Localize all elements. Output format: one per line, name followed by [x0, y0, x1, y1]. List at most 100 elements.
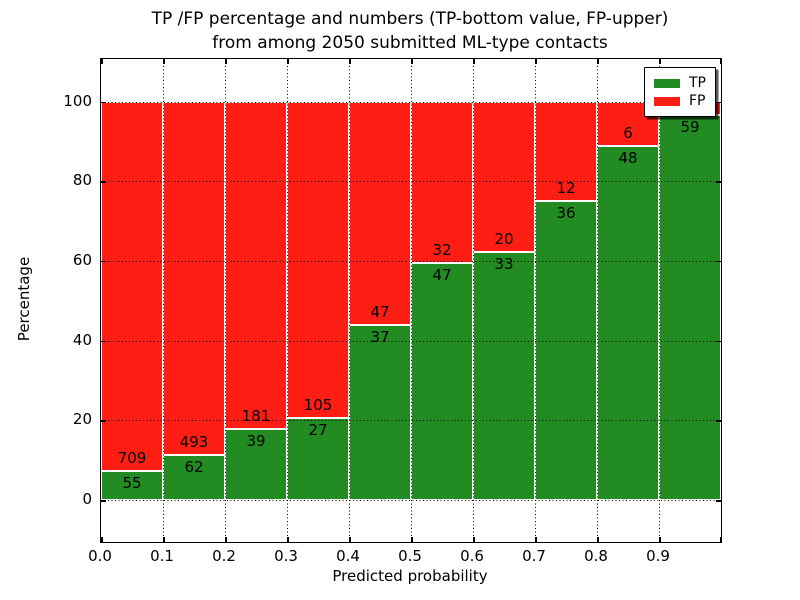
x-tick-mark-top [597, 59, 599, 64]
x-tick-mark [597, 537, 599, 542]
x-axis-label: Predicted probability [332, 567, 488, 585]
x-tick-mark-top [101, 59, 103, 64]
gridline-vertical [473, 59, 474, 542]
y-tick-mark [101, 500, 106, 502]
bar-count-label-tp: 47 [432, 265, 452, 284]
bar-count-label-tp: 55 [122, 474, 142, 493]
legend-swatch-tp-icon [654, 78, 680, 88]
y-tick-mark-right [716, 101, 721, 103]
y-tick-mark-right [716, 260, 721, 263]
gridline-vertical [349, 59, 350, 542]
bar-count-label-fp: 32 [432, 240, 452, 259]
x-tick-label: 0.6 [460, 547, 484, 565]
bar-count-label-fp: 105 [303, 396, 333, 415]
bar-count-label-tp: 48 [618, 148, 638, 167]
bar-count-label-fp: 709 [117, 449, 147, 468]
x-tick-mark [659, 537, 661, 542]
bar-count-label-fp: 12 [556, 179, 576, 198]
x-tick-mark-top [719, 59, 721, 64]
y-tick-label: 40 [72, 330, 92, 349]
x-tick-mark [473, 537, 475, 542]
y-tick-mark [101, 101, 106, 103]
y-tick-label: 80 [72, 171, 92, 190]
x-tick-mark [349, 537, 351, 542]
legend-entry-fp: FP [654, 92, 706, 110]
legend-label-tp: TP [689, 75, 706, 91]
bar-segment-fp [411, 101, 473, 263]
bar-count-label-tp: 33 [494, 254, 514, 273]
bar-segment-tp [597, 145, 659, 500]
x-tick-mark-top [225, 59, 227, 64]
bar-count-label-tp: 62 [184, 458, 204, 477]
x-tick-mark-top [163, 59, 165, 64]
y-tick-mark [101, 181, 106, 183]
y-tick-mark-right [716, 500, 721, 502]
y-tick-label: 100 [63, 91, 92, 110]
bar-segment-fp [101, 101, 163, 472]
x-tick-label: 0.5 [398, 547, 422, 565]
bar-count-label-tp: 39 [246, 432, 266, 451]
bar-count-label-fp: 47 [370, 302, 390, 321]
x-tick-label: 0.9 [646, 547, 670, 565]
bar-count-label-fp: 493 [179, 433, 209, 452]
x-tick-mark-top [659, 59, 661, 64]
gridline-vertical [659, 59, 660, 542]
bar-segment-fp [287, 101, 349, 419]
bar-segment-fp [163, 101, 225, 456]
x-tick-mark [719, 537, 721, 542]
legend: TP FP [644, 67, 716, 117]
bar-segment-tp [411, 262, 473, 500]
bar-count-label-fp: 6 [623, 123, 633, 142]
bar-segment-tp [287, 418, 349, 500]
x-tick-mark-top [473, 59, 475, 64]
bar-count-label-tp: 36 [556, 204, 576, 223]
x-tick-mark [535, 537, 537, 542]
chart-title: TP /FP percentage and numbers (TP-bottom… [100, 7, 720, 55]
gridline-vertical [535, 59, 536, 542]
y-tick-mark-right [716, 181, 721, 183]
x-tick-mark [225, 537, 227, 542]
y-tick-label: 20 [72, 410, 92, 429]
chart-title-line1: TP /FP percentage and numbers (TP-bottom… [151, 9, 669, 29]
x-tick-mark [101, 537, 103, 542]
x-tick-label: 0.3 [274, 547, 298, 565]
gridline-vertical [411, 59, 412, 542]
gridline-vertical [287, 59, 288, 542]
bar-segment-tp [163, 455, 225, 500]
x-tick-label: 0.4 [336, 547, 360, 565]
y-tick-mark-right [716, 340, 721, 343]
x-tick-label: 0.1 [150, 547, 174, 565]
bar-segment-fp [225, 101, 287, 430]
x-tick-label: 0.2 [212, 547, 236, 565]
bar-count-label-fp: 20 [494, 229, 514, 248]
bar-segment-tp [101, 471, 163, 500]
y-tick-label: 0 [82, 490, 92, 508]
bar-count-label-fp: 181 [241, 407, 271, 426]
y-tick-mark [101, 420, 106, 422]
y-tick-mark [101, 340, 106, 343]
legend-swatch-fp-icon [654, 96, 680, 106]
bar-count-label-tp: 27 [308, 421, 328, 440]
gridline-vertical [597, 59, 598, 542]
x-tick-label: 0.0 [88, 547, 112, 565]
bar-segment-tp [659, 114, 721, 500]
x-tick-label: 0.7 [522, 547, 546, 565]
plot-area: 709 55 493 62 181 39 105 27 47 37 32 47 20 33 12 36 6 48 5… [100, 58, 722, 543]
bar-segment-tp [349, 324, 411, 500]
y-tick-mark-right [716, 420, 721, 422]
gridline-vertical [225, 59, 226, 542]
x-tick-mark-top [349, 59, 351, 64]
x-tick-mark [287, 537, 289, 542]
x-tick-mark-top [535, 59, 537, 64]
x-tick-mark-top [411, 59, 413, 64]
legend-label-fp: FP [689, 93, 706, 109]
gridline-vertical [163, 59, 164, 542]
plot-canvas: 709 55 493 62 181 39 105 27 47 37 32 47 20 33 12 36 6 48 5… [101, 59, 721, 542]
chart-title-line2: from among 2050 submitted ML-type contac… [212, 33, 608, 53]
legend-entry-tp: TP [654, 74, 706, 92]
bar-segment-fp [349, 101, 411, 325]
bar-segment-tp [473, 251, 535, 500]
x-tick-mark [411, 537, 413, 542]
x-tick-label: 0.8 [584, 547, 608, 565]
